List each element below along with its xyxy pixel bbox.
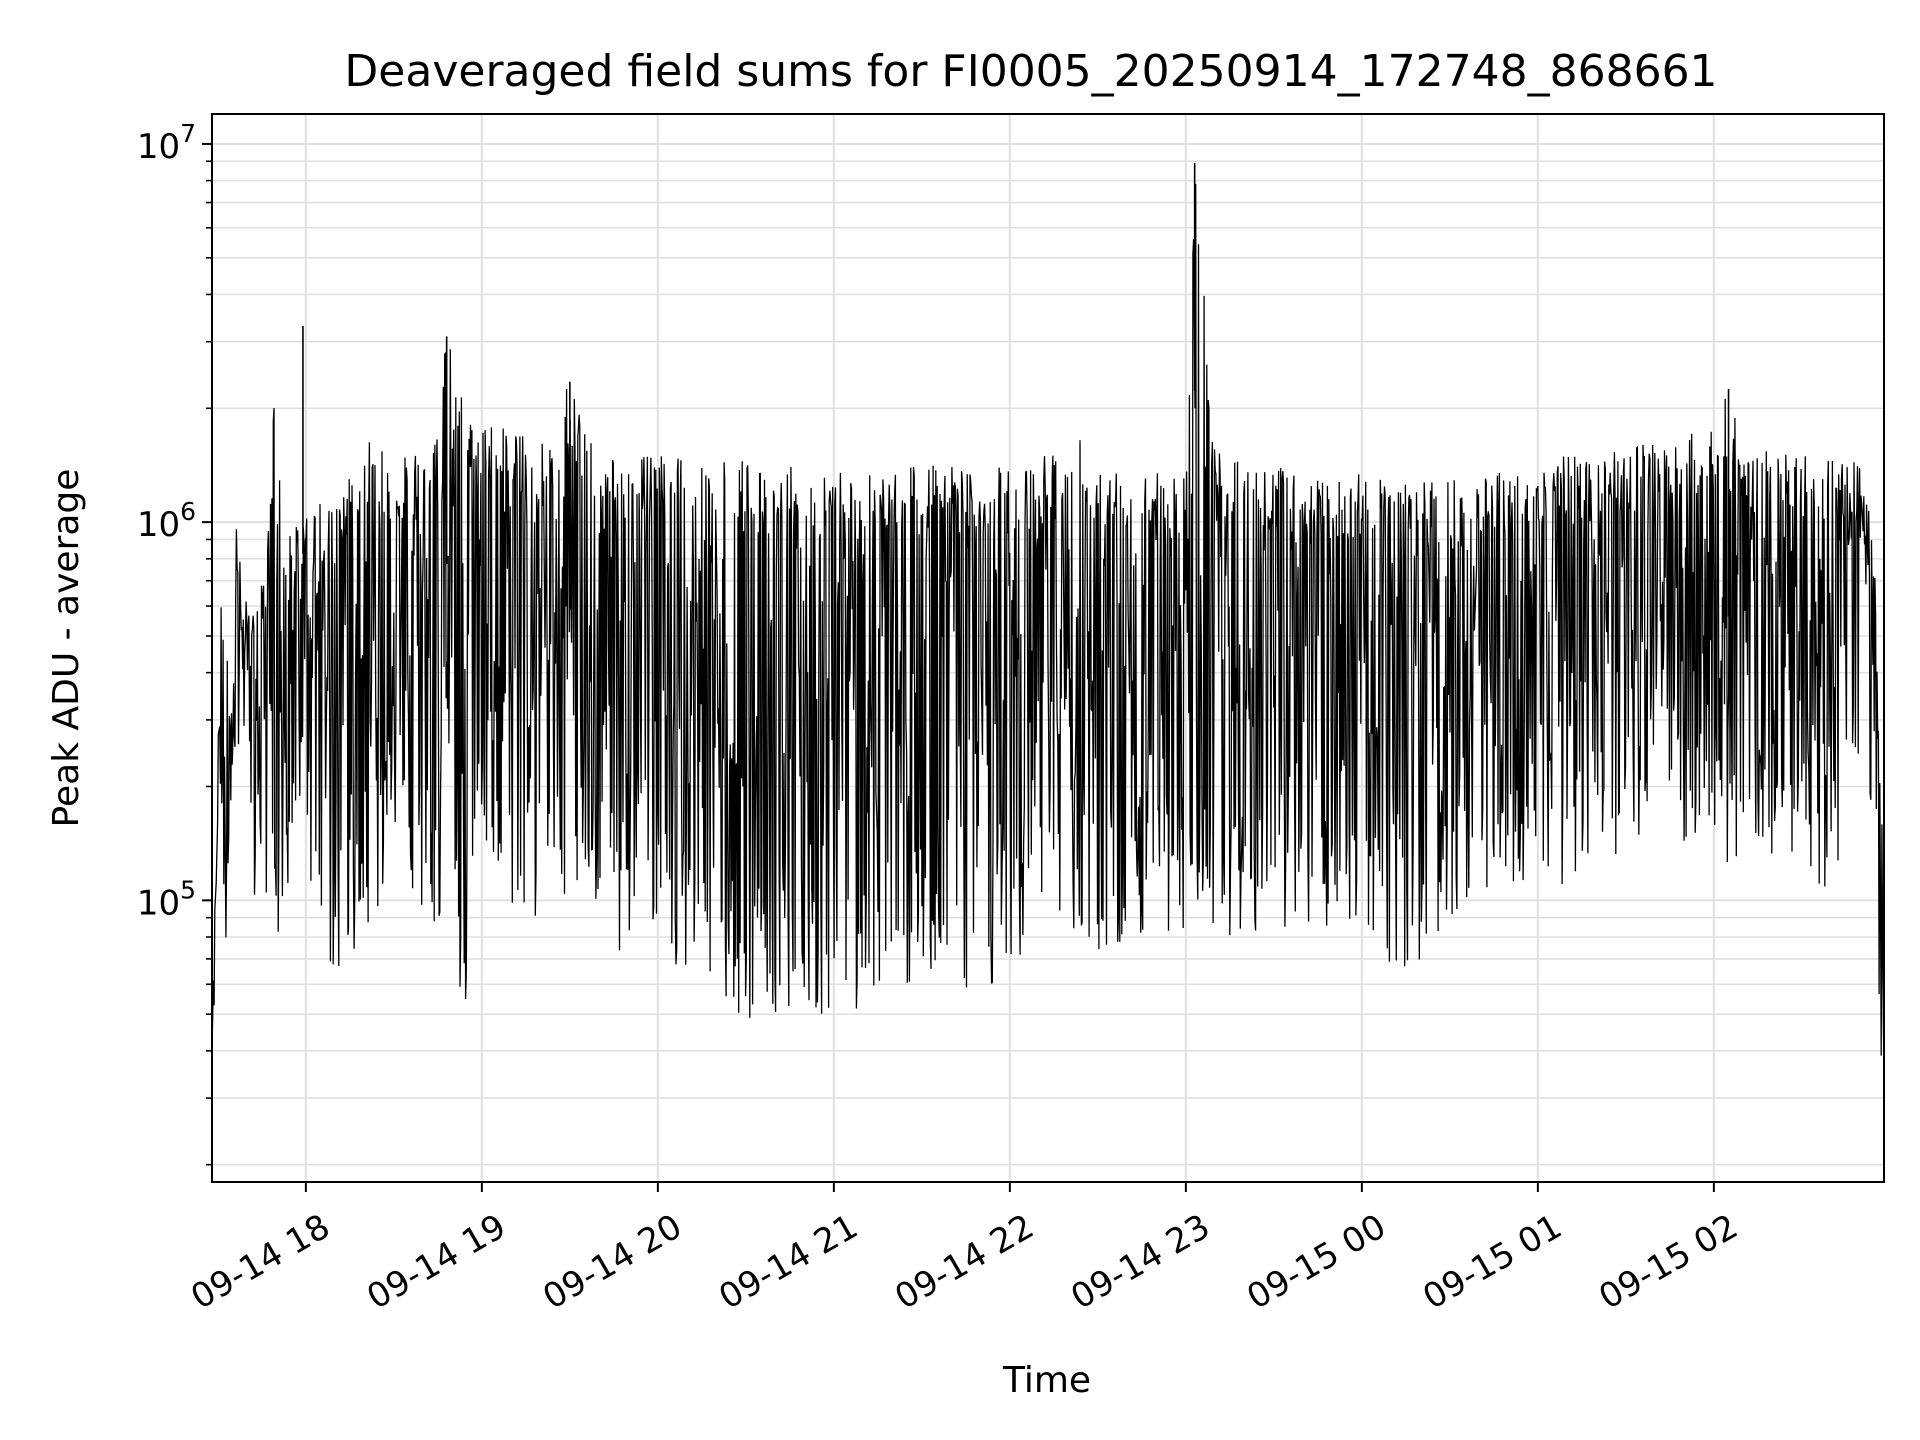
axes-frame [211,113,1885,1183]
y-tick-label: 105 [137,875,196,923]
y-tick-label: 107 [137,119,196,167]
y-tick-label: 106 [137,497,196,545]
chart-title: Deaveraged field sums for FI0005_2025091… [344,46,1717,97]
x-axis-label: Time [1002,1360,1091,1401]
series-line [211,183,1885,1079]
plot-area [211,163,1885,1079]
y-axis-label: Peak ADU - average [46,469,87,828]
y-axis-ticks: 105 106 107 [137,119,212,1166]
